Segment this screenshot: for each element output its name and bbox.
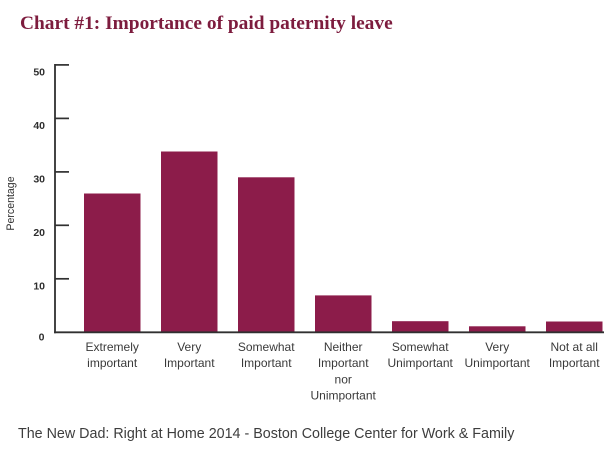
- svg-text:Important: Important: [241, 356, 292, 370]
- svg-text:Very: Very: [485, 340, 509, 354]
- svg-text:Very: Very: [177, 340, 201, 354]
- svg-text:Unimportant: Unimportant: [388, 356, 454, 370]
- svg-text:50: 50: [33, 67, 45, 79]
- svg-text:Neither: Neither: [324, 340, 363, 354]
- svg-text:Somewhat: Somewhat: [392, 340, 449, 354]
- svg-text:Chart #1: Importance of paid p: Chart #1: Importance of paid paternity l…: [20, 13, 393, 34]
- svg-text:0: 0: [39, 332, 45, 344]
- svg-text:The New Dad: Right at Home 201: The New Dad: Right at Home 2014 - Boston…: [18, 426, 515, 442]
- svg-text:Not at all: Not at all: [551, 340, 598, 354]
- svg-text:Somewhat: Somewhat: [238, 340, 295, 354]
- svg-text:important: important: [87, 356, 138, 370]
- svg-text:Important: Important: [549, 356, 600, 370]
- svg-text:Percentage: Percentage: [5, 176, 17, 230]
- svg-text:30: 30: [33, 174, 45, 186]
- svg-text:Unimportant: Unimportant: [311, 389, 377, 403]
- svg-text:nor: nor: [335, 372, 352, 386]
- svg-text:Important: Important: [318, 356, 369, 370]
- svg-text:20: 20: [33, 227, 45, 239]
- svg-text:10: 10: [33, 281, 45, 293]
- svg-text:Important: Important: [164, 356, 215, 370]
- svg-text:Extremely: Extremely: [86, 340, 139, 354]
- svg-text:40: 40: [33, 120, 45, 132]
- svg-text:Unimportant: Unimportant: [465, 356, 531, 370]
